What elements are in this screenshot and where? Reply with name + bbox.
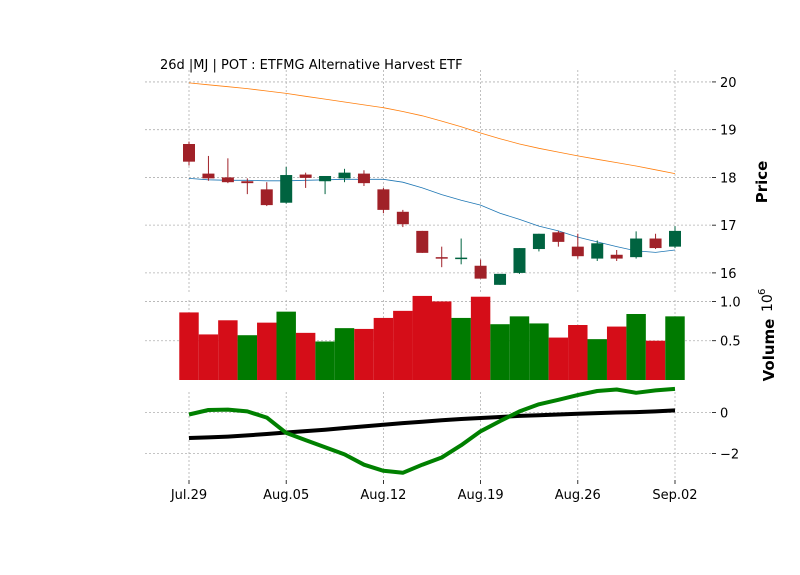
x-tick-label: Aug.12 bbox=[360, 488, 406, 503]
moving-average-long-line bbox=[188, 82, 676, 174]
indicator-lines bbox=[188, 386, 676, 475]
ma-long-line bbox=[188, 82, 676, 174]
price-y-tick-label: 17 bbox=[720, 219, 737, 234]
candle-body bbox=[396, 211, 409, 225]
volume-bar bbox=[373, 317, 394, 380]
volume-bar bbox=[548, 337, 569, 380]
candle-body bbox=[532, 233, 545, 250]
candle-body bbox=[241, 181, 254, 184]
volume-panel: 0.5 1.0 Volume 10 6 bbox=[145, 289, 778, 382]
volume-bars bbox=[179, 295, 685, 380]
volume-bar bbox=[626, 314, 646, 380]
volume-y-label: Volume bbox=[760, 319, 778, 382]
volume-bar bbox=[257, 322, 277, 380]
volume-bar bbox=[315, 341, 335, 380]
volume-bar bbox=[295, 332, 316, 380]
volume-bar bbox=[393, 310, 413, 380]
indicator-y-axis: 0 −2 bbox=[712, 406, 739, 462]
price-panel: 16 17 18 19 20 Price bbox=[145, 70, 771, 292]
candle-body bbox=[552, 232, 565, 242]
volume-y-axis: 0.5 1.0 bbox=[712, 295, 741, 350]
volume-bar bbox=[490, 324, 510, 380]
candle-body bbox=[377, 189, 390, 210]
price-y-label: Price bbox=[753, 161, 771, 204]
volume-bar bbox=[354, 328, 374, 380]
candle-body bbox=[221, 177, 234, 183]
candle-body bbox=[455, 257, 468, 260]
volume-bar bbox=[606, 326, 627, 380]
candle-body bbox=[183, 144, 195, 162]
volume-bar bbox=[645, 340, 666, 380]
price-y-tick-label: 18 bbox=[720, 171, 737, 186]
indicator-y-tick-label: −2 bbox=[720, 447, 739, 462]
indicator-black-line bbox=[188, 408, 676, 440]
volume-bar bbox=[451, 317, 471, 380]
volume-bar bbox=[568, 325, 588, 380]
x-tick-label: Aug.26 bbox=[555, 488, 601, 503]
candle-body bbox=[649, 238, 662, 249]
volume-bar bbox=[665, 316, 685, 380]
x-tick-label: Sep.02 bbox=[652, 488, 697, 503]
ma-short-line bbox=[188, 178, 676, 253]
volume-bar bbox=[218, 320, 238, 380]
volume-y-tick-label: 0.5 bbox=[720, 335, 741, 350]
volume-bar bbox=[198, 334, 219, 380]
indicator-green-line bbox=[188, 386, 676, 475]
volume-bar bbox=[276, 311, 296, 380]
candle-body bbox=[299, 174, 312, 178]
x-tick-label: Aug.19 bbox=[458, 488, 504, 503]
price-y-tick-label: 20 bbox=[720, 76, 737, 91]
candle-body bbox=[474, 265, 487, 279]
candle-body bbox=[571, 246, 584, 257]
price-y-tick-label: 16 bbox=[720, 267, 737, 282]
volume-bar bbox=[587, 339, 607, 380]
volume-bar bbox=[237, 335, 258, 380]
price-y-tick-label: 19 bbox=[720, 124, 737, 139]
candle-body bbox=[591, 243, 604, 259]
volume-bar bbox=[509, 316, 530, 380]
price-y-axis: 16 17 18 19 20 bbox=[712, 76, 737, 282]
candle-body bbox=[669, 230, 681, 247]
indicator-y-tick-label: 0 bbox=[720, 406, 728, 421]
candle-body bbox=[513, 248, 526, 273]
candlesticks bbox=[183, 141, 681, 285]
x-tick-label: Jul.29 bbox=[170, 488, 207, 503]
candle-body bbox=[338, 172, 351, 179]
candle-body bbox=[435, 257, 448, 259]
volume-bar bbox=[470, 296, 491, 380]
x-tick-label: Aug.05 bbox=[263, 488, 309, 503]
volume-bar bbox=[334, 328, 355, 380]
indicator-panel: 0 −2 bbox=[145, 386, 739, 480]
candle-body bbox=[630, 238, 643, 258]
svg-text:10: 10 bbox=[760, 294, 776, 312]
moving-average-short-line bbox=[188, 178, 676, 253]
candle-body bbox=[494, 273, 507, 285]
volume-bar bbox=[432, 301, 452, 380]
volume-exponent-label: 10 6 bbox=[757, 289, 776, 312]
volume-bar bbox=[179, 312, 199, 380]
candle-body bbox=[202, 173, 215, 179]
candle-body bbox=[357, 173, 370, 184]
candle-body bbox=[319, 175, 332, 182]
candle-body bbox=[416, 230, 429, 253]
x-axis: Jul.29 Aug.05 Aug.12 Aug.19 Aug.26 Sep.02 bbox=[170, 480, 698, 503]
candle-body bbox=[280, 175, 293, 203]
svg-text:6: 6 bbox=[757, 289, 768, 295]
volume-bar bbox=[412, 295, 432, 380]
candle-body bbox=[610, 254, 623, 259]
volume-bar bbox=[529, 323, 549, 380]
candle-body bbox=[260, 189, 273, 206]
chart-title: 26d |MJ | POT : ETFMG Alternative Harves… bbox=[160, 58, 463, 73]
volume-y-tick-label: 1.0 bbox=[720, 295, 741, 310]
